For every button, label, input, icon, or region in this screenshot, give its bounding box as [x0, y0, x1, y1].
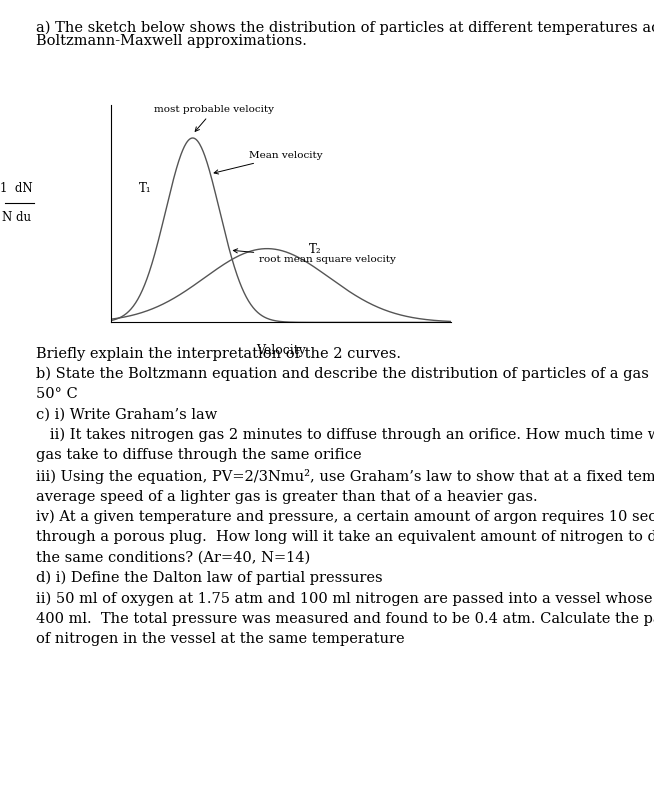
Text: Briefly explain the interpretation of the 2 curves.
b) State the Boltzmann equat: Briefly explain the interpretation of th…	[36, 347, 654, 646]
Text: 1  dN: 1 dN	[0, 181, 33, 195]
Text: Mean velocity: Mean velocity	[214, 151, 323, 174]
Text: most probable velocity: most probable velocity	[154, 105, 274, 131]
Text: a) The sketch below shows the distribution of particles at different temperature: a) The sketch below shows the distributi…	[36, 21, 654, 35]
Text: Velocity: Velocity	[256, 344, 306, 357]
Text: Boltzmann-Maxwell approximations.: Boltzmann-Maxwell approximations.	[36, 34, 307, 48]
Text: T₁: T₁	[139, 182, 152, 195]
Text: root mean square velocity: root mean square velocity	[233, 249, 396, 264]
Text: T₂: T₂	[309, 243, 322, 256]
Text: N du: N du	[2, 210, 31, 224]
